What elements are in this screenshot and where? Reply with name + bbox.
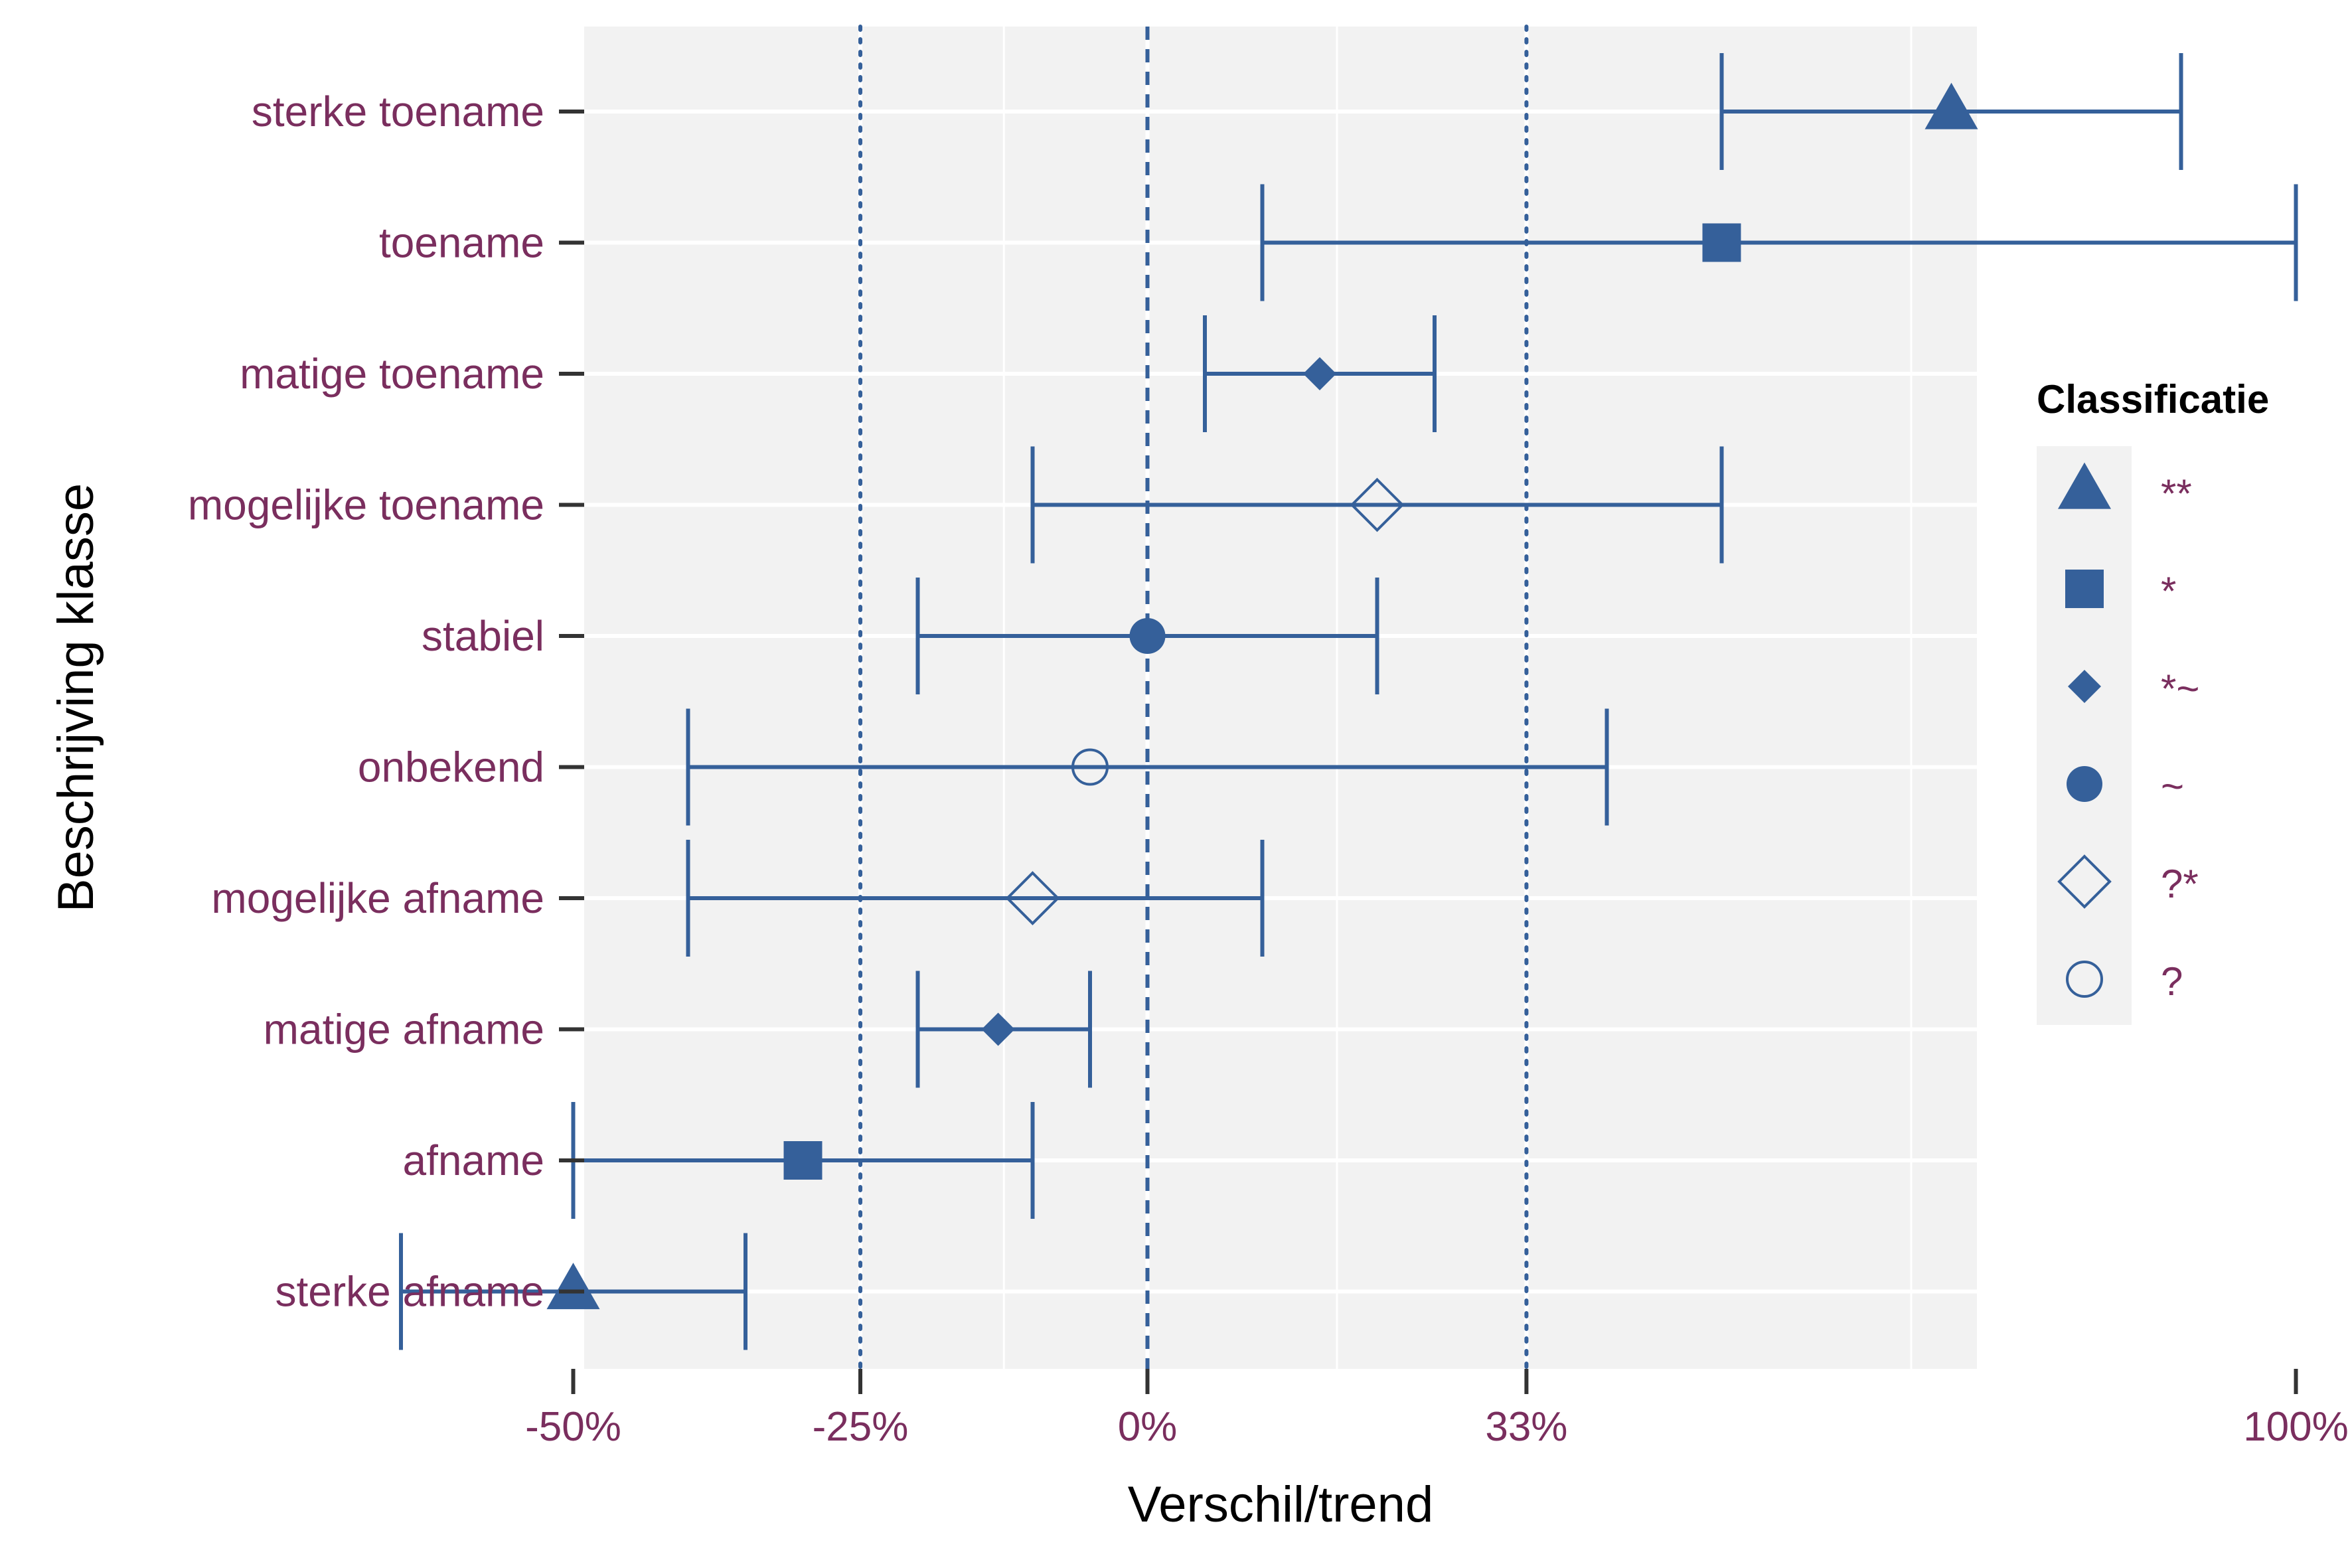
y-axis: sterke toename toename matige toename mogel… — [188, 88, 584, 1316]
legend-item-label: ?* — [2161, 862, 2199, 906]
y-tick-label: mogelijke toename — [188, 481, 544, 529]
legend-item-label: * — [2161, 569, 2176, 613]
legend-item: ** — [2058, 462, 2192, 516]
legend-item-label: ? — [2161, 959, 2183, 1004]
square-marker — [1702, 223, 1741, 262]
reference-lines — [858, 25, 1529, 1371]
small-diamond-marker — [2068, 670, 2101, 703]
error-bar — [1260, 184, 2298, 301]
error-bar — [686, 708, 1609, 826]
legend-item-label: ~ — [2161, 764, 2184, 809]
point-markers — [546, 82, 1978, 1310]
x-tick-label: 0% — [1118, 1404, 1178, 1450]
error-bar — [686, 840, 1265, 957]
open-diamond-marker — [1350, 477, 1405, 532]
y-tick-label: matige toename — [240, 350, 544, 398]
filled-circle-marker — [1129, 618, 1166, 654]
y-tick-label: toename — [379, 219, 544, 267]
y-tick-label: onbekend — [358, 744, 544, 791]
legend-items: ****~~?*? — [2057, 462, 2199, 1004]
y-axis-title: Beschrijving klasse — [48, 483, 104, 912]
small-diamond-marker — [981, 1012, 1015, 1046]
square-marker — [2065, 570, 2104, 608]
legend-item-label: ** — [2161, 471, 2192, 516]
x-tick-label: 100% — [2243, 1404, 2349, 1450]
x-tick-label: 33% — [1485, 1404, 1567, 1450]
legend-item: ~ — [2067, 764, 2184, 809]
x-tick-label: -50% — [525, 1404, 621, 1450]
open-diamond-marker — [2057, 854, 2112, 909]
legend-item: ?* — [2057, 854, 2199, 909]
triangle-marker — [2058, 462, 2111, 509]
legend-key-background — [2037, 446, 2132, 1025]
y-tick-label: mogelijke afname — [211, 874, 544, 922]
error-bar — [1030, 446, 1724, 564]
triangle-marker — [1924, 82, 1978, 129]
y-tick-label: stabiel — [422, 612, 544, 660]
filled-circle-marker — [2067, 766, 2102, 802]
legend-item-label: *~ — [2161, 666, 2199, 711]
legend-item: * — [2065, 569, 2176, 613]
triangle-marker — [546, 1263, 600, 1310]
x-tick-label: -25% — [813, 1404, 909, 1450]
legend-item: ? — [2066, 959, 2183, 1004]
y-tick-label: afname — [403, 1137, 544, 1184]
x-axis-title: Verschil/trend — [1128, 1476, 1433, 1533]
y-tick-label: matige afname — [264, 1006, 544, 1054]
open-circle-marker — [2066, 961, 2103, 998]
open-circle-marker — [1071, 748, 1109, 786]
y-tick-label: sterke toename — [252, 88, 544, 135]
open-diamond-marker — [1005, 871, 1060, 925]
legend-item: *~ — [2068, 666, 2199, 711]
small-diamond-marker — [1303, 357, 1336, 390]
legend-title: Classificatie — [2037, 377, 2269, 422]
legend: Classificatie ****~~?*? — [2037, 377, 2269, 1025]
y-tick-label: sterke afname — [275, 1268, 544, 1316]
square-marker — [783, 1141, 823, 1180]
x-axis: -50% -25% 0% 33% 100% — [525, 1369, 2349, 1450]
